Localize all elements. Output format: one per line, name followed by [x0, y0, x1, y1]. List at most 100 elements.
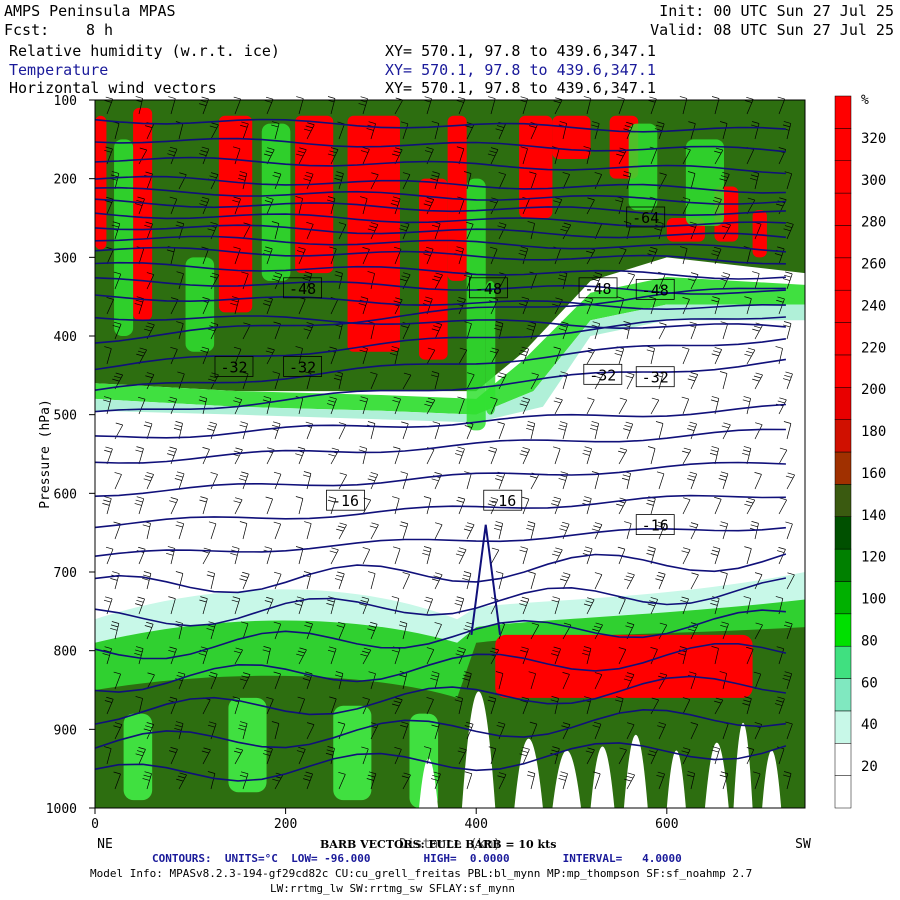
colorbar-swatch — [834, 743, 852, 776]
wind-barb — [135, 696, 143, 715]
temperature-contour — [94, 198, 786, 217]
wind-barb — [774, 696, 785, 715]
rh-lower-light — [123, 713, 153, 801]
wind-barb — [423, 197, 435, 215]
wind-barb — [526, 771, 536, 790]
rh-dry-spike — [514, 738, 543, 808]
rh-red-column — [295, 115, 334, 274]
y-tick-label: 700 — [54, 566, 77, 581]
wind-barb — [176, 271, 184, 290]
colorbar: % 20 40 60 80 100 120 140 160 180 200 220 240 260 280 3… — [834, 93, 886, 809]
wind-barb — [682, 497, 691, 515]
wind-barb — [519, 397, 531, 415]
wind-barb — [647, 597, 659, 615]
colorbar-swatch — [834, 387, 852, 420]
wind-barb — [489, 347, 499, 365]
wind-barb — [271, 272, 283, 290]
temperature-contour — [94, 315, 786, 330]
temperature-contour — [94, 609, 786, 660]
wind-barb — [431, 472, 442, 490]
wind-barb — [400, 721, 409, 740]
colorbar-label: 200 — [861, 382, 886, 398]
wind-barb — [487, 696, 497, 715]
wind-barb — [430, 371, 440, 390]
wind-barb — [113, 722, 123, 740]
wind-barb — [594, 572, 603, 590]
wind-barb — [687, 272, 699, 290]
wind-barb — [647, 446, 656, 465]
wind-barb — [710, 546, 721, 565]
temperature-contour — [94, 235, 786, 253]
contour-label-box — [583, 363, 623, 385]
wind-barb — [369, 522, 379, 540]
rh-dry-spike — [419, 758, 439, 808]
x-tick-label: 600 — [655, 817, 678, 832]
field-wind-name: Horizontal wind vectors — [9, 79, 217, 97]
y-tick-label: 900 — [54, 723, 77, 738]
wind-barb — [497, 772, 507, 790]
wind-barb — [744, 546, 752, 565]
wind-barb — [455, 547, 467, 565]
wind-barb — [398, 621, 408, 640]
wind-barb — [110, 621, 120, 640]
wind-barb — [426, 697, 434, 715]
y-tick-label: 300 — [54, 251, 77, 266]
wind-barb — [786, 572, 795, 590]
wind-barb — [750, 171, 760, 190]
wind-barb — [303, 122, 315, 140]
wind-barb — [367, 222, 379, 240]
wind-barb — [494, 321, 504, 340]
wind-barb — [690, 572, 699, 590]
wind-barb — [650, 397, 660, 415]
wind-barb — [143, 472, 154, 490]
wind-barb — [105, 546, 114, 565]
wind-barb — [329, 246, 337, 265]
wind-barb — [647, 246, 658, 265]
wind-barb — [366, 771, 377, 790]
colorbar-swatch — [834, 581, 852, 615]
wind-barb — [113, 521, 121, 540]
wind-barb — [296, 147, 307, 165]
wind-barb — [238, 171, 248, 190]
wind-barb — [169, 497, 179, 515]
wind-barb — [104, 346, 112, 365]
x-axis-label: Distance (km) — [399, 837, 501, 852]
wind-barb — [680, 596, 689, 615]
wind-barb — [655, 421, 664, 440]
wind-barb — [136, 347, 147, 365]
wind-barb — [490, 547, 500, 565]
wind-barb — [558, 771, 568, 790]
wind-barb — [167, 446, 177, 465]
wind-barb — [656, 521, 666, 540]
wind-barb — [656, 771, 666, 790]
wind-barb — [423, 246, 434, 265]
wind-barb — [389, 346, 400, 365]
temperature-contour — [94, 742, 787, 782]
wind-barb — [262, 646, 271, 665]
wind-barb — [680, 246, 688, 265]
plot-frame — [94, 99, 806, 809]
wind-barb — [658, 622, 668, 640]
wind-barb — [264, 96, 274, 115]
wind-barb — [681, 396, 690, 415]
wind-barb — [689, 522, 699, 540]
wind-barb — [306, 221, 314, 240]
wind-barb — [550, 746, 560, 765]
contour-label: -32 — [220, 358, 247, 376]
wind-barb — [617, 96, 625, 115]
wind-barb — [327, 147, 339, 165]
wind-barb — [589, 421, 599, 440]
wind-barb — [621, 321, 631, 340]
contour-label: -32 — [642, 369, 669, 387]
wind-barb — [207, 771, 216, 790]
wind-barb — [175, 521, 185, 540]
wind-barb — [495, 571, 504, 590]
wind-barb — [399, 521, 409, 540]
wind-barb — [306, 722, 315, 740]
wind-barb — [455, 297, 466, 315]
wind-barb — [626, 722, 635, 740]
wind-barb — [616, 147, 627, 165]
sw-label: SW — [795, 837, 811, 852]
colorbar-label: 320 — [861, 131, 886, 147]
temperature-contour — [94, 246, 786, 265]
